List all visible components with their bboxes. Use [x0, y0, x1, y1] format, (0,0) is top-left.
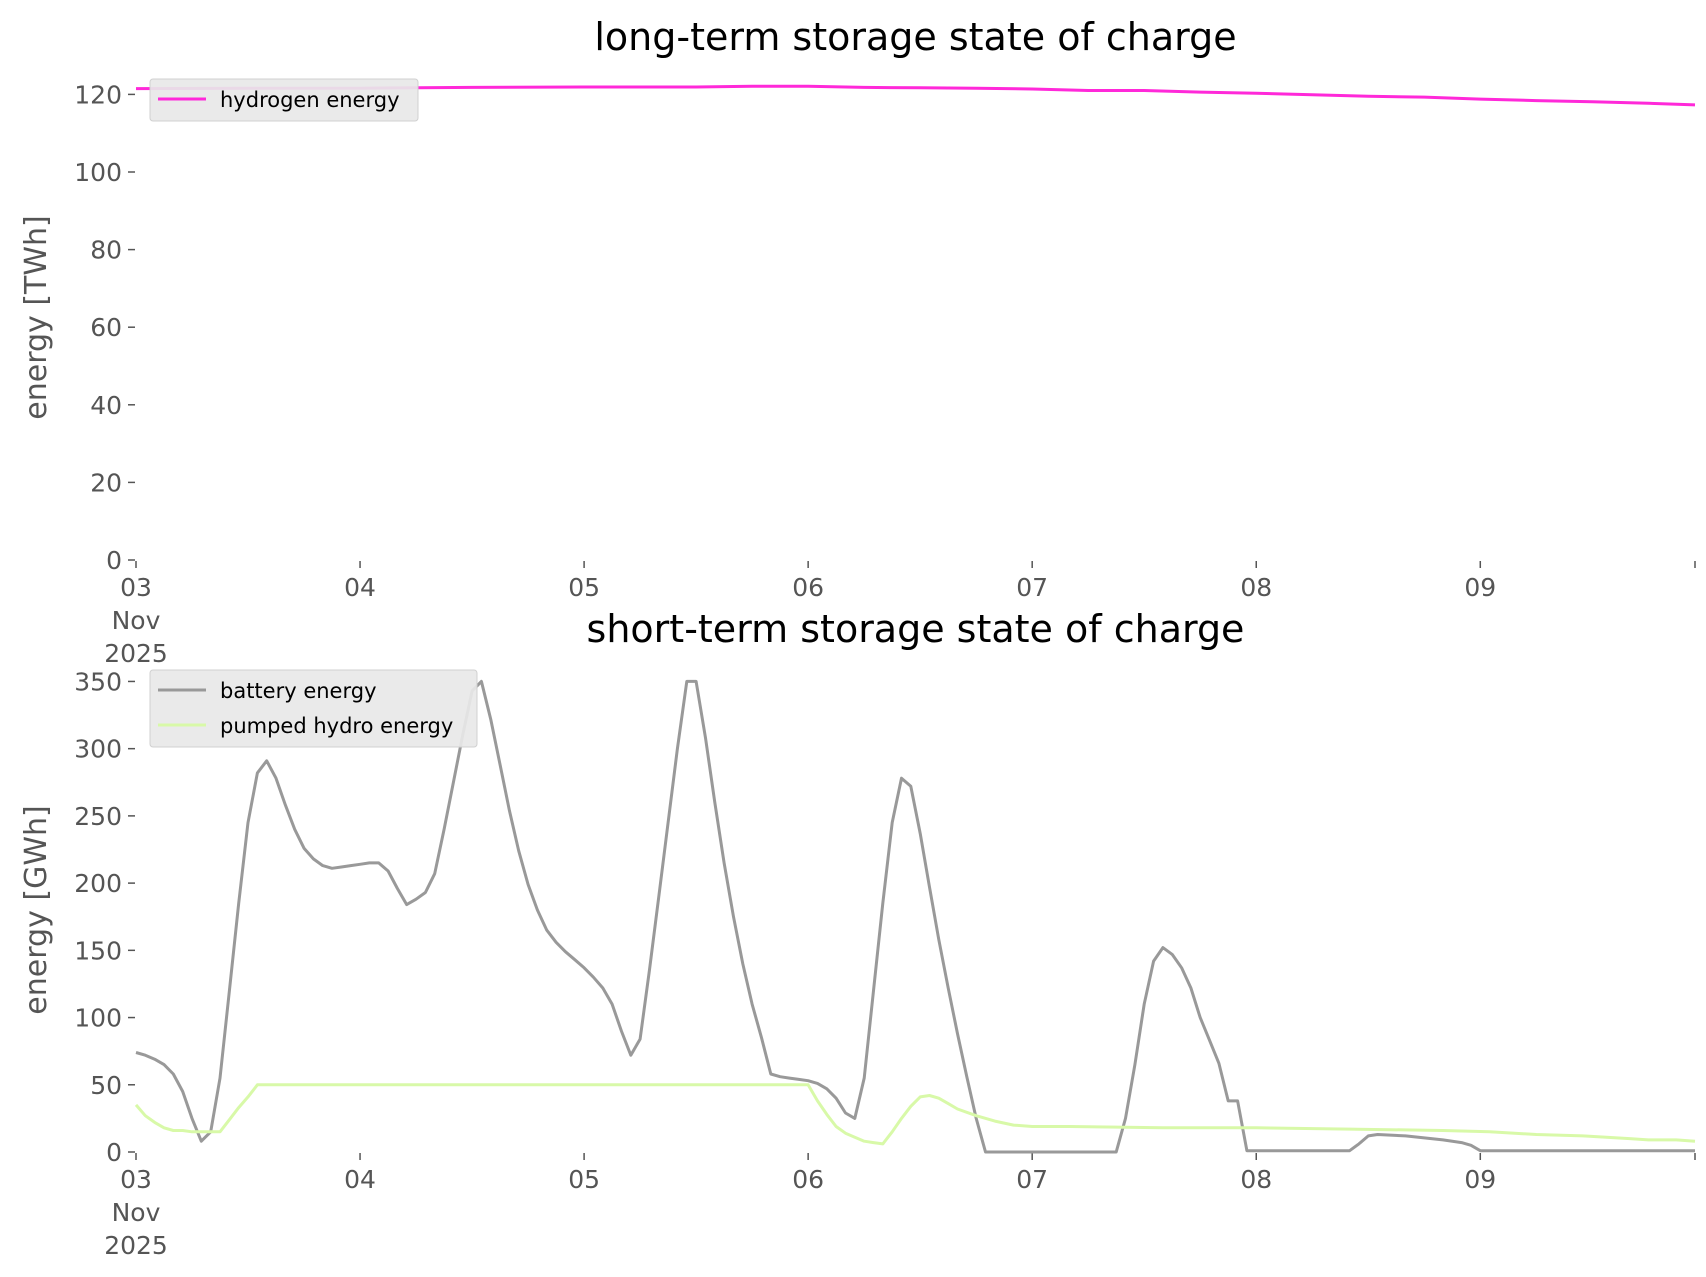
y-tick-label: 120: [74, 80, 122, 109]
legend: battery energy pumped hydro energy: [149, 669, 478, 748]
y-tick-label: 200: [74, 869, 122, 898]
x-tick-label: Nov: [112, 606, 161, 635]
x-tick-label: 08: [1240, 1165, 1272, 1194]
legend: hydrogen energy: [149, 78, 419, 122]
chart-title: long-term storage state of charge: [594, 15, 1236, 59]
x-tick-label: 07: [1016, 573, 1048, 602]
legend-box: [149, 78, 419, 122]
chart-1: long-term storage state of charge energy …: [19, 15, 1696, 668]
y-axis-label: energy [GWh]: [19, 805, 54, 1014]
x-tick-label: 05: [568, 1165, 600, 1194]
x-tick-label: 09: [1464, 573, 1496, 602]
x-tick-label: 04: [344, 573, 376, 602]
chart-2: short-term storage state of charge energy…: [19, 607, 1696, 1260]
y-tick-label: 0: [106, 1138, 122, 1167]
x-tick-label: 05: [568, 573, 600, 602]
x-tick-label: Nov: [112, 1198, 161, 1227]
x-tick-label: 2025: [104, 639, 168, 668]
legend-box: [149, 669, 478, 748]
y-tick-label: 150: [74, 936, 122, 965]
y-tick-label: 300: [74, 735, 122, 764]
y-tick-label: 80: [90, 236, 122, 265]
y-tick-label: 0: [106, 546, 122, 575]
y-tick-label: 100: [74, 158, 122, 187]
series-line-pumped-hydro-energy: [134, 1083, 1696, 1146]
x-tick-label: 03: [120, 573, 152, 602]
legend-label: pumped hydro energy: [220, 714, 453, 738]
series-line-hydrogen-energy: [135, 84, 1696, 107]
x-tick-label: 07: [1016, 1165, 1048, 1194]
x-tick-label: 09: [1464, 1165, 1496, 1194]
x-tick-label: 06: [792, 1165, 824, 1194]
x-tick-label: 03: [120, 1165, 152, 1194]
y-tick-label: 250: [74, 802, 122, 831]
legend-label: battery energy: [220, 679, 377, 703]
x-tick-label: 06: [792, 573, 824, 602]
legend-label: hydrogen energy: [220, 88, 400, 112]
x-tick-label: 08: [1240, 573, 1272, 602]
series-line-battery-energy: [135, 679, 1695, 1154]
y-tick-label: 60: [90, 313, 122, 342]
chart-title: short-term storage state of charge: [587, 607, 1245, 651]
y-axis-label: energy [TWh]: [19, 215, 54, 419]
y-tick-label: 50: [90, 1071, 122, 1100]
x-tick-label: 04: [344, 1165, 376, 1194]
x-tick-label: 2025: [104, 1231, 168, 1260]
y-tick-label: 100: [74, 1004, 122, 1033]
y-tick-label: 350: [74, 667, 122, 696]
y-tick-label: 20: [90, 468, 122, 497]
y-tick-label: 40: [90, 391, 122, 420]
